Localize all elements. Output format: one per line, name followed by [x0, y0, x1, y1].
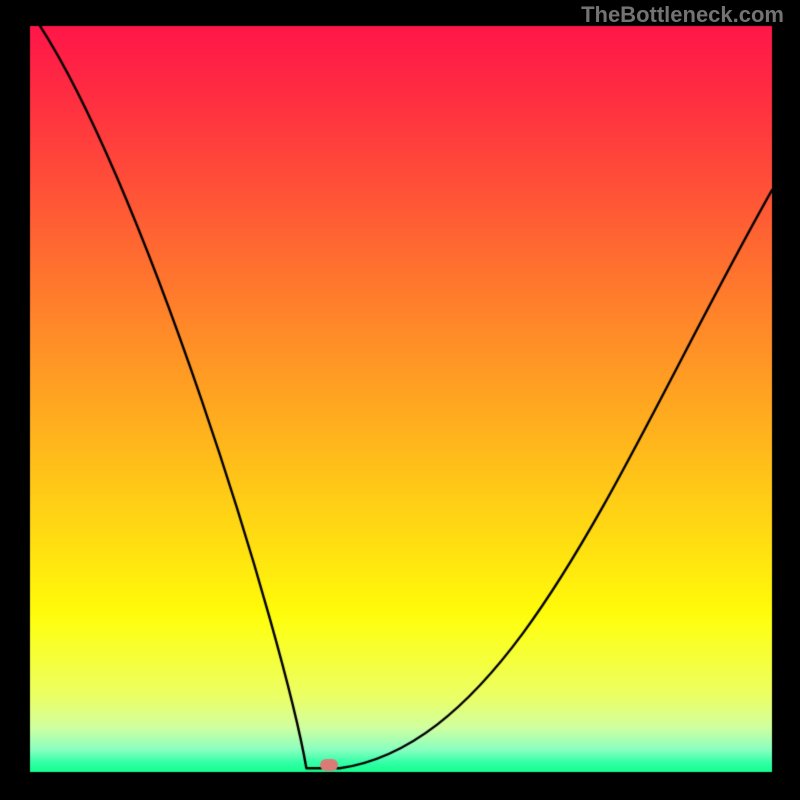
bottleneck-curve-canvas [0, 0, 800, 800]
watermark-text: TheBottleneck.com [581, 2, 784, 28]
chart-container: TheBottleneck.com [0, 0, 800, 800]
